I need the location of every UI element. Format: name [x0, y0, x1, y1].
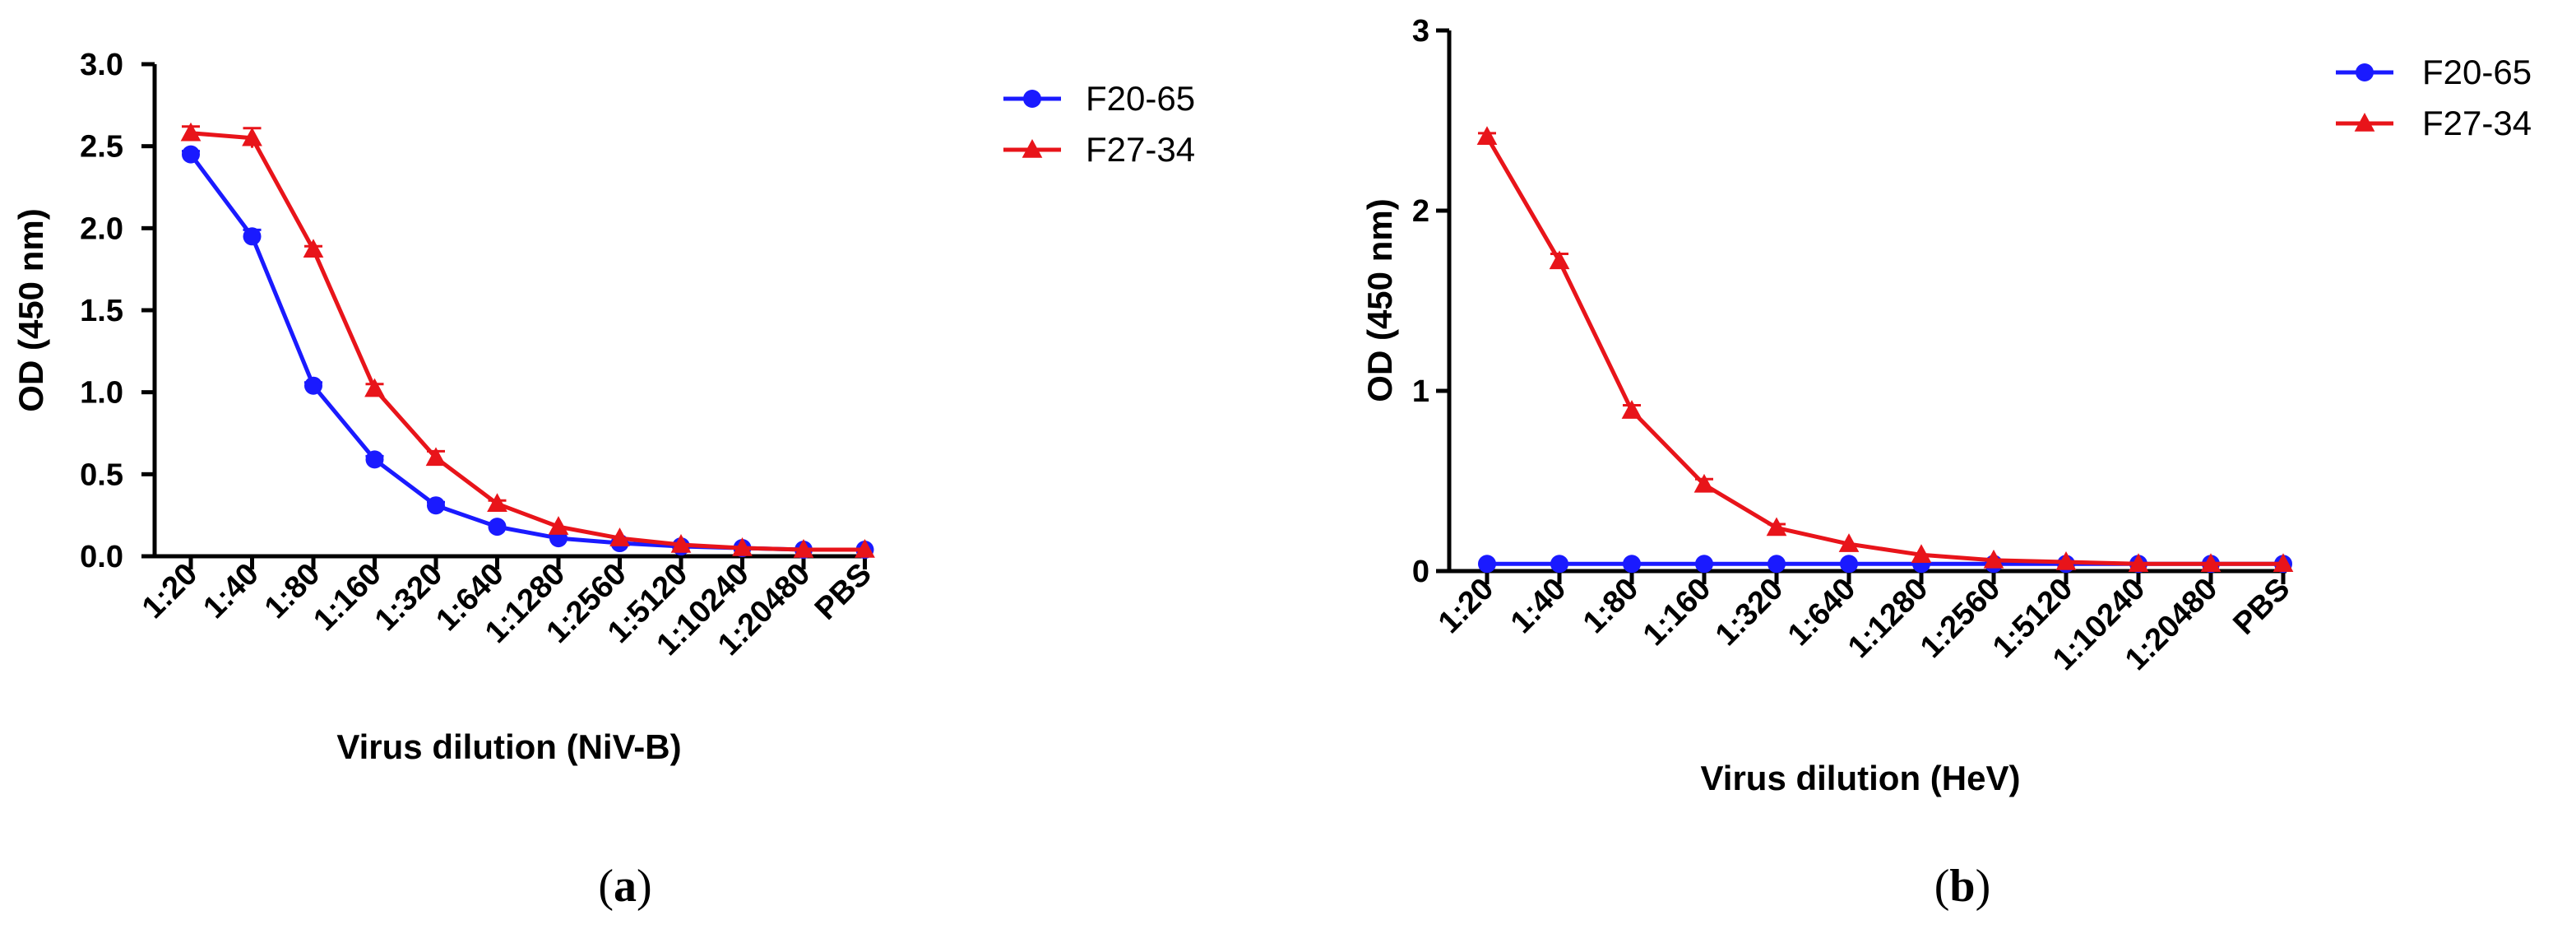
- y-tick-label: 0.5: [80, 458, 123, 492]
- data-point: [2055, 551, 2077, 570]
- data-point: [2128, 553, 2149, 572]
- data-point: [1621, 400, 1642, 419]
- y-tick-label: 2: [1412, 194, 1429, 229]
- x-tick-label: 1:40: [197, 557, 265, 625]
- data-point: [1550, 555, 1568, 574]
- panel-label-letter: a: [614, 861, 637, 912]
- x-tick-label: 1:40: [1504, 572, 1573, 640]
- x-axis-title: Virus dilution (HeV): [1701, 759, 2021, 797]
- x-tick-label: 1:1280: [1842, 572, 1934, 665]
- data-point: [1768, 555, 1786, 574]
- data-point: [1840, 555, 1858, 574]
- x-tick-label: 1:20: [136, 557, 204, 625]
- data-point: [488, 518, 507, 537]
- y-axis-title: OD (450 nm): [12, 208, 50, 411]
- data-point: [243, 227, 262, 246]
- panel-label-close: ): [637, 861, 652, 912]
- data-point: [242, 127, 262, 146]
- y-tick-label: 2.5: [80, 130, 123, 165]
- data-point: [2273, 553, 2294, 572]
- data-point: [2200, 553, 2222, 572]
- panel-label: (b): [1934, 861, 1990, 912]
- y-tick-label: 0: [1412, 555, 1429, 589]
- y-tick-label: 1: [1412, 374, 1429, 409]
- legend-label: F27-34: [2422, 104, 2532, 142]
- data-point: [732, 537, 753, 556]
- legend-label: F20-65: [2422, 53, 2532, 91]
- y-tick-label: 1.5: [80, 294, 123, 328]
- y-tick-label: 3.0: [80, 48, 123, 82]
- series-line-F27-34: [1485, 135, 2283, 566]
- data-point: [793, 539, 814, 558]
- data-point: [487, 493, 507, 512]
- y-axis-title: OD (450 nm): [1360, 198, 1399, 402]
- data-point: [1983, 549, 2004, 569]
- x-tick-label: PBS: [808, 557, 878, 627]
- data-point: [548, 516, 569, 535]
- data-point: [427, 496, 445, 515]
- data-point: [1476, 126, 1498, 145]
- legend-marker: [1023, 90, 1041, 108]
- y-tick-label: 3: [1412, 14, 1429, 49]
- y-tick-label: 0.0: [80, 540, 123, 574]
- data-point: [1549, 250, 1570, 270]
- panel-label-open: (: [1934, 861, 1950, 912]
- data-point: [1478, 555, 1496, 574]
- legend-marker: [2356, 63, 2374, 81]
- legend-label: F20-65: [1086, 79, 1195, 118]
- legend-marker: [1022, 139, 1043, 158]
- panel-label-letter: b: [1949, 861, 1975, 912]
- data-point: [1623, 555, 1641, 574]
- data-point: [425, 447, 447, 467]
- data-point: [1693, 473, 1715, 493]
- x-tick-label: 1:20: [1432, 572, 1500, 640]
- y-tick-label: 1.0: [80, 376, 123, 411]
- x-tick-label: PBS: [2226, 572, 2296, 642]
- data-point: [609, 527, 630, 546]
- panel-label: (a): [598, 861, 651, 912]
- data-point: [180, 122, 202, 142]
- data-point: [1911, 544, 1932, 564]
- data-point: [365, 450, 384, 469]
- data-point: [303, 239, 324, 258]
- y-tick-label: 2.0: [80, 211, 123, 246]
- data-point: [855, 539, 875, 558]
- panel-label-open: (: [598, 861, 614, 912]
- series-line-F27-34: [190, 131, 865, 552]
- data-point: [670, 534, 692, 553]
- data-point: [1766, 517, 1787, 537]
- legend-marker: [2354, 113, 2375, 132]
- legend-label: F27-34: [1086, 130, 1195, 169]
- data-point: [1695, 555, 1713, 574]
- data-point: [304, 376, 322, 395]
- x-axis-title: Virus dilution (NiV-B): [336, 727, 681, 766]
- x-tick-label: 1:2560: [1914, 572, 2007, 665]
- data-point: [1838, 533, 1860, 552]
- data-point: [182, 145, 200, 164]
- data-point: [364, 378, 385, 397]
- x-tick-label: 1:80: [1577, 572, 1645, 640]
- panel-a: 0.00.51.01.52.02.53.01:201:401:801:1601:…: [12, 48, 1195, 912]
- panel-label-close: ): [1976, 861, 1991, 912]
